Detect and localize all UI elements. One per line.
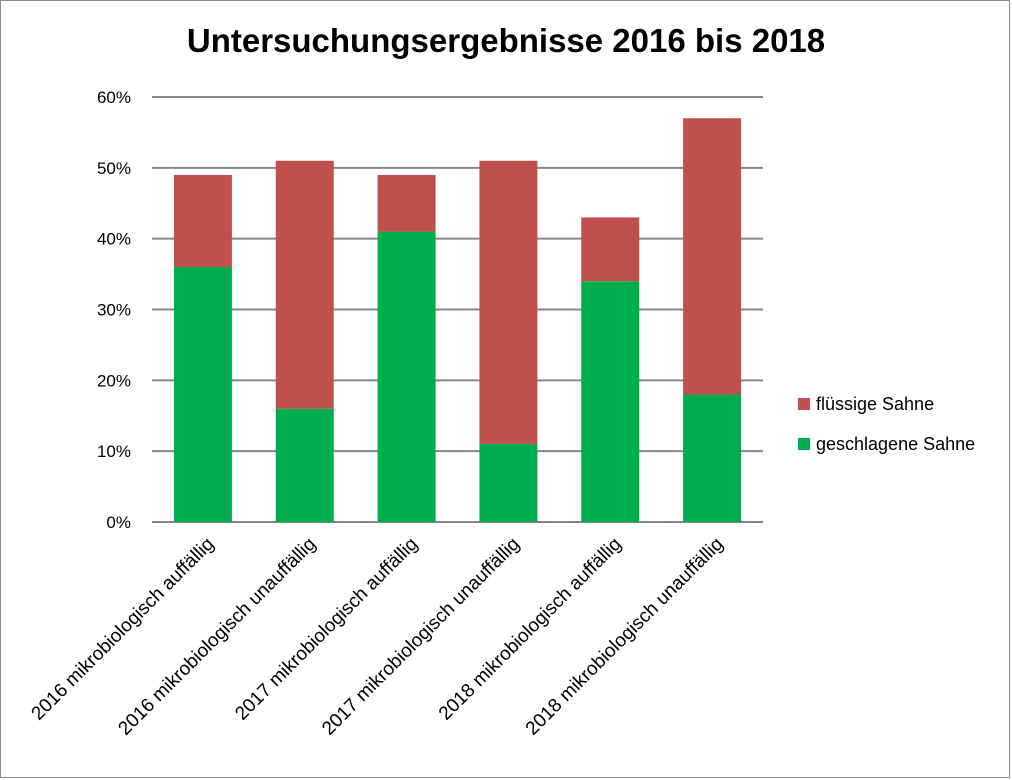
x-category-label: 2018 mikrobiologisch auffällig <box>435 534 626 725</box>
bar-segment <box>581 217 640 282</box>
y-tick-label: 0% <box>106 513 131 532</box>
y-tick-label: 60% <box>97 88 131 107</box>
bar-segment <box>581 281 640 522</box>
bar-segment <box>275 160 334 409</box>
y-tick-label: 20% <box>97 371 131 390</box>
bar-segment <box>479 160 538 445</box>
legend-label: flüssige Sahne <box>816 394 934 414</box>
legend-label: geschlagene Sahne <box>816 434 975 454</box>
bar-segment <box>275 408 334 522</box>
y-tick-label: 50% <box>97 159 131 178</box>
chart-title: Untersuchungsergebnisse 2016 bis 2018 <box>186 22 826 59</box>
bar-segment <box>173 267 232 522</box>
bar-segment <box>173 174 232 267</box>
legend-swatch <box>798 438 810 450</box>
x-category-label: 2017 mikrobiologisch auffällig <box>231 534 422 725</box>
bar-segment <box>683 118 742 395</box>
bar-segment <box>377 174 436 232</box>
x-category-label: 2018 mikrobiologisch unauffällig <box>522 534 728 740</box>
legend-swatch <box>798 398 810 410</box>
y-tick-label: 10% <box>97 442 131 461</box>
bar-segment <box>479 444 538 522</box>
x-category-label: 2016 mikrobiologisch unauffällig <box>114 534 320 740</box>
y-tick-label: 40% <box>97 230 131 249</box>
x-category-label: 2017 mikrobiologisch unauffällig <box>318 534 524 740</box>
y-tick-label: 30% <box>97 301 131 320</box>
bar-segment <box>683 394 742 522</box>
bar-segment <box>377 231 436 523</box>
x-category-label: 2016 mikrobiologisch auffällig <box>28 534 219 725</box>
